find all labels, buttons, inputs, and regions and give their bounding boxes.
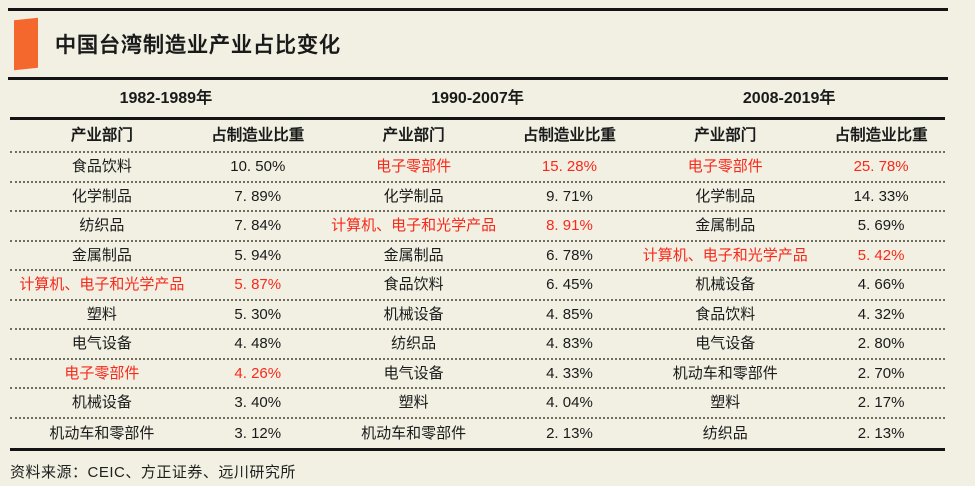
table-row: 化学制品 7. 89% 化学制品 9. 71% 化学制品 14. 33% — [10, 183, 945, 212]
share-cell: 14. 33% — [853, 187, 909, 205]
sector-cell: 金属制品 — [695, 217, 756, 235]
share-cell: 4. 33% — [546, 364, 593, 382]
sector-cell: 机械设备 — [71, 394, 132, 412]
share-cell: 25. 78% — [853, 158, 909, 176]
sector-cell: 计算机、电子和光学产品 — [642, 246, 808, 264]
sector-cell: 化学制品 — [71, 187, 132, 205]
share-cell: 6. 78% — [546, 246, 593, 264]
sector-cell: 塑料 — [710, 394, 741, 412]
sector-cell: 机械设备 — [695, 276, 756, 294]
sector-cell: 金属制品 — [383, 246, 444, 264]
share-cell: 9. 71% — [546, 187, 593, 205]
column-header-share: 占制造业比重 — [211, 126, 305, 144]
title-bar: 中国台湾制造业产业占比变化 — [0, 11, 975, 77]
share-cell: 5. 69% — [857, 217, 905, 235]
sector-cell: 电气设备 — [71, 335, 132, 353]
sector-cell: 机动车和零部件 — [49, 424, 155, 442]
sector-cell: 计算机、电子和光学产品 — [19, 276, 185, 294]
period-label-1990-2007: 1990-2007年 — [431, 89, 524, 107]
table-row: 食品饮料 10. 50% 电子零部件 15. 28% 电子零部件 25. 78% — [10, 153, 945, 183]
sector-cell: 纺织品 — [702, 424, 748, 442]
title-divider — [8, 77, 948, 80]
table-bottom-divider — [10, 448, 945, 451]
share-cell: 4. 26% — [234, 364, 282, 382]
table-row: 纺织品 7. 84% 计算机、电子和光学产品 8. 91% 金属制品 5. 69… — [10, 212, 945, 242]
share-cell: 4. 66% — [857, 276, 905, 294]
column-header-sector: 产业部门 — [70, 126, 133, 144]
share-cell: 2. 13% — [857, 424, 905, 442]
sector-cell: 电子零部件 — [687, 158, 763, 176]
period-label-1982-1989: 1982-1989年 — [119, 89, 213, 107]
share-cell: 4. 83% — [546, 335, 593, 353]
table-row: 电子零部件 4. 26% 电气设备 4. 33% 机动车和零部件 2. 70% — [10, 360, 945, 389]
table-row: 金属制品 5. 94% 金属制品 6. 78% 计算机、电子和光学产品 5. 4… — [10, 242, 945, 271]
share-cell: 4. 04% — [546, 394, 593, 412]
sector-cell: 食品饮料 — [71, 158, 132, 176]
table-row: 塑料 5. 30% 机械设备 4. 85% 食品饮料 4. 32% — [10, 301, 945, 330]
sector-cell: 电气设备 — [695, 335, 756, 353]
table-row: 机动车和零部件 3. 12% 机动车和零部件 2. 13% 纺织品 2. 13% — [10, 419, 945, 449]
sector-cell: 化学制品 — [383, 187, 444, 205]
table-row: 机械设备 3. 40% 塑料 4. 04% 塑料 2. 17% — [10, 389, 945, 419]
sector-cell: 电子零部件 — [64, 364, 140, 382]
sector-cell: 纺织品 — [79, 217, 125, 235]
sector-cell: 计算机、电子和光学产品 — [331, 217, 497, 235]
ribbon-accent-icon — [14, 17, 38, 71]
sector-cell: 化学制品 — [695, 187, 756, 205]
share-cell: 2. 17% — [857, 394, 905, 412]
share-cell: 3. 12% — [234, 424, 282, 442]
share-cell: 10. 50% — [230, 158, 286, 176]
sector-cell: 纺织品 — [391, 335, 437, 353]
sector-cell: 塑料 — [86, 305, 117, 323]
sector-cell: 食品饮料 — [695, 305, 756, 323]
sector-cell: 食品饮料 — [383, 276, 444, 294]
period-header-row: 1982-1989年 1990-2007年 2008-2019年 — [10, 80, 945, 120]
share-cell: 5. 42% — [857, 246, 905, 264]
column-header-row: 产业部门 占制造业比重 产业部门 占制造业比重 产业部门 占制造业比重 — [10, 120, 945, 153]
column-header-sector: 产业部门 — [694, 126, 757, 144]
share-cell: 5. 30% — [234, 305, 282, 323]
share-cell: 5. 94% — [234, 246, 282, 264]
source-note: 资料来源：CEIC、方正证券、远川研究所 — [10, 464, 296, 481]
industry-share-table: 1982-1989年 1990-2007年 2008-2019年 产业部门 占制… — [10, 80, 945, 451]
sector-cell: 电子零部件 — [376, 158, 452, 176]
column-header-share: 占制造业比重 — [834, 126, 928, 144]
share-cell: 2. 80% — [857, 335, 905, 353]
share-cell: 7. 84% — [234, 217, 282, 235]
sector-cell: 机动车和零部件 — [361, 424, 467, 442]
column-header-sector: 产业部门 — [382, 126, 445, 144]
sector-cell: 机械设备 — [383, 305, 444, 323]
page-title: 中国台湾制造业产业占比变化 — [55, 34, 341, 57]
share-cell: 4. 85% — [546, 305, 593, 323]
share-cell: 15. 28% — [541, 158, 597, 176]
share-cell: 6. 45% — [546, 276, 593, 294]
share-cell: 5. 87% — [234, 276, 282, 294]
share-cell: 2. 13% — [546, 424, 593, 442]
table-row: 计算机、电子和光学产品 5. 87% 食品饮料 6. 45% 机械设备 4. 6… — [10, 271, 945, 301]
sector-cell: 电气设备 — [383, 364, 444, 382]
period-label-2008-2019: 2008-2019年 — [742, 89, 836, 107]
column-header-share: 占制造业比重 — [522, 126, 616, 144]
table-row: 电气设备 4. 48% 纺织品 4. 83% 电气设备 2. 80% — [10, 330, 945, 360]
share-cell: 3. 40% — [234, 394, 282, 412]
share-cell: 2. 70% — [857, 364, 905, 382]
sector-cell: 塑料 — [398, 394, 429, 412]
share-cell: 7. 89% — [234, 187, 282, 205]
top-divider — [8, 8, 948, 11]
sector-cell: 金属制品 — [71, 246, 132, 264]
share-cell: 8. 91% — [546, 217, 593, 235]
share-cell: 4. 32% — [857, 305, 905, 323]
sector-cell: 机动车和零部件 — [672, 364, 778, 382]
share-cell: 4. 48% — [234, 335, 282, 353]
